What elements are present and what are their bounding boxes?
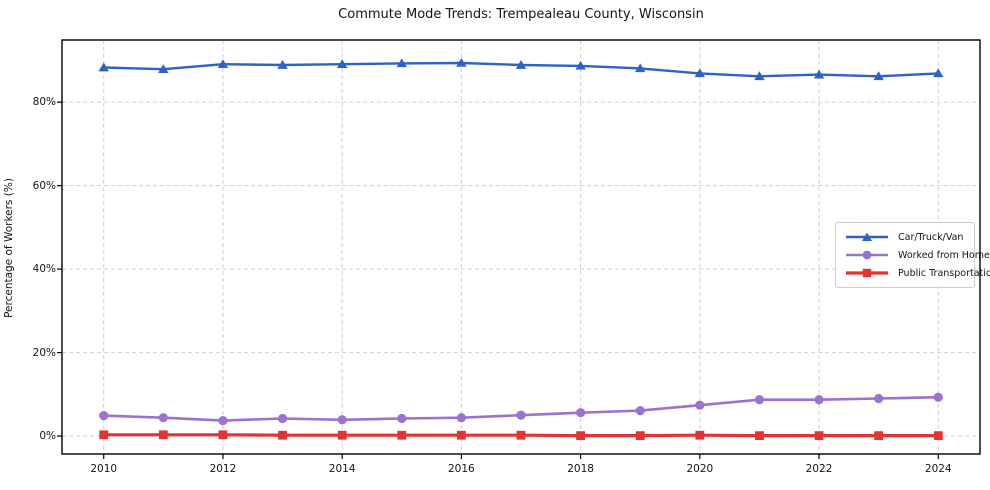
data-point-marker — [874, 393, 884, 404]
square-marker-sample-icon — [846, 268, 888, 278]
data-point-marker — [158, 64, 169, 74]
data-point-marker — [337, 415, 347, 425]
data-point-marker — [695, 400, 705, 410]
data-point-marker — [515, 60, 527, 69]
legend-label: Worked from Home — [898, 249, 990, 261]
data-point-marker — [99, 411, 109, 421]
legend: Car/Truck/Van Worked from Home Public Tran… — [835, 222, 990, 288]
plot-border — [61, 39, 981, 455]
x-tick-label: 2020 — [686, 463, 714, 475]
data-point-marker — [397, 430, 407, 440]
y-tick-label: 40% — [32, 263, 56, 276]
data-point-marker — [755, 431, 764, 441]
legend-label: Public Transportation — [898, 267, 990, 279]
data-point-marker — [576, 408, 586, 418]
data-point-marker — [635, 431, 645, 441]
data-point-marker — [874, 431, 884, 441]
data-point-marker — [575, 60, 586, 70]
data-point-marker — [694, 68, 706, 78]
triangle-marker-sample-icon — [846, 232, 888, 241]
data-point-marker — [99, 430, 109, 440]
y-tick-label: 20% — [32, 346, 56, 359]
data-point-marker — [814, 431, 824, 441]
x-tick-label: 2014 — [328, 463, 356, 475]
data-point-marker — [277, 413, 288, 424]
data-point-marker — [754, 395, 765, 405]
data-point-marker — [933, 392, 943, 402]
x-tick-label: 2018 — [567, 463, 594, 475]
legend-item-car-truck-van: Car/Truck/Van — [844, 228, 968, 246]
data-point-marker — [337, 430, 347, 440]
data-point-marker — [635, 63, 646, 73]
data-point-marker — [873, 71, 884, 81]
legend-item-public-transportation: Public Transportation — [844, 264, 990, 282]
data-point-marker — [814, 395, 824, 405]
data-point-marker — [278, 430, 287, 440]
data-point-marker — [456, 57, 467, 67]
data-point-marker — [98, 62, 109, 72]
circle-marker-sample-icon — [846, 250, 888, 260]
data-point-marker — [695, 430, 705, 440]
data-point-marker — [456, 413, 466, 423]
data-point-marker — [277, 60, 288, 69]
data-point-marker — [635, 405, 645, 416]
chart-title: Commute Mode Trends: Trempealeau County,… — [338, 7, 704, 22]
y-tick-label: 80% — [32, 96, 56, 109]
x-tick-label: 2016 — [448, 463, 475, 475]
data-point-marker — [158, 430, 168, 440]
data-point-marker — [754, 71, 765, 81]
x-tick-label: 2024 — [924, 463, 952, 475]
data-point-marker — [218, 416, 228, 426]
legend-item-worked-from-home: Worked from Home — [844, 246, 990, 264]
data-point-marker — [158, 413, 168, 423]
data-point-marker — [456, 430, 466, 440]
data-point-marker — [516, 410, 526, 420]
data-point-marker — [396, 58, 407, 68]
y-tick-label: 0% — [39, 430, 56, 443]
data-point-marker — [218, 430, 228, 440]
x-tick-label: 2010 — [90, 463, 118, 475]
data-point-marker — [933, 431, 943, 441]
x-tick-label: 2022 — [805, 463, 833, 475]
data-point-marker — [397, 413, 407, 424]
data-point-marker — [516, 430, 526, 440]
data-point-marker — [933, 68, 944, 78]
data-point-marker — [336, 59, 348, 69]
data-point-marker — [813, 69, 825, 79]
legend-label: Car/Truck/Van — [898, 231, 964, 243]
data-point-marker — [217, 59, 229, 69]
data-point-marker — [576, 431, 586, 441]
y-tick-label: 60% — [32, 179, 56, 192]
x-tick-label: 2012 — [209, 463, 237, 475]
